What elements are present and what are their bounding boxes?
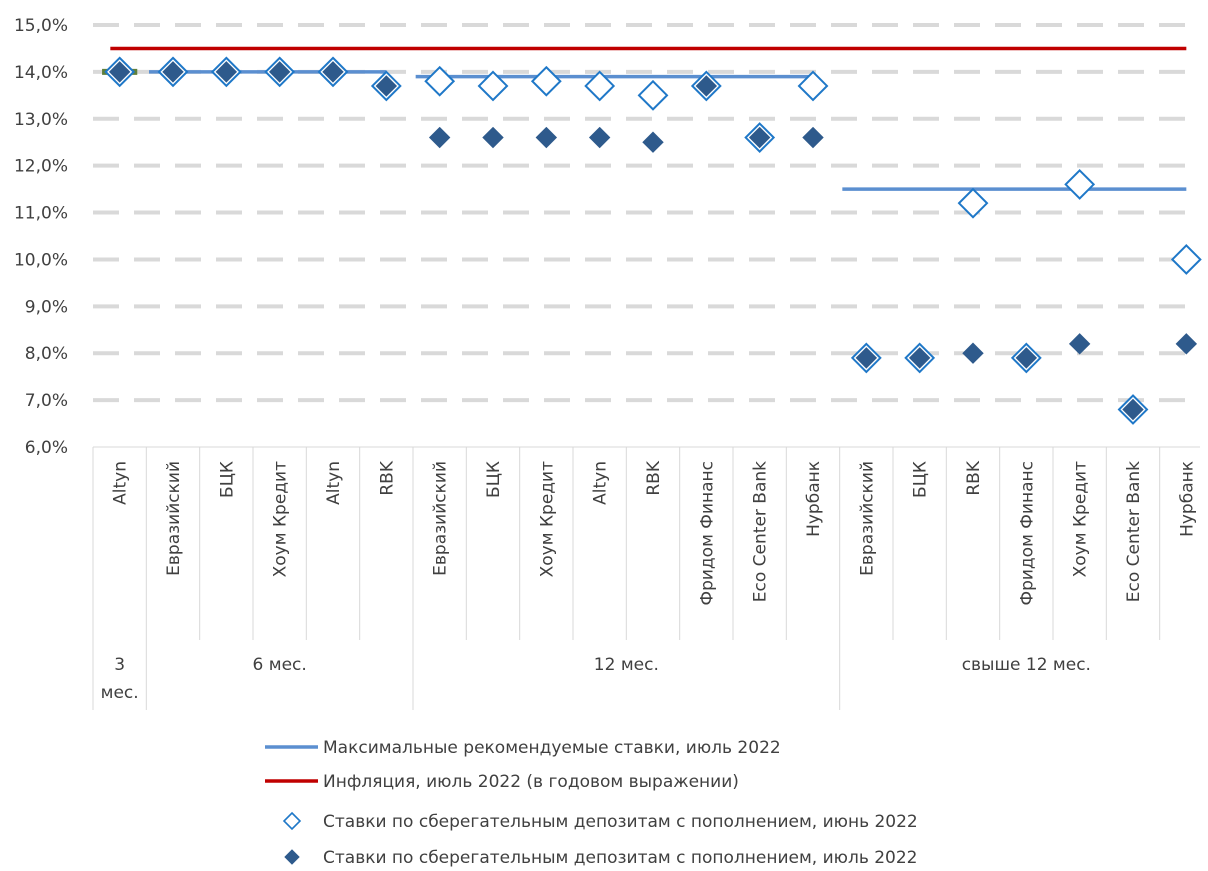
legend-label: Ставки по сберегательным депозитам с поп… — [323, 848, 918, 868]
july-rate-marker — [962, 342, 984, 364]
x-category-label: Евразийский — [857, 461, 877, 576]
july-rate-marker — [428, 126, 451, 149]
y-tick-label: 6,0% — [25, 438, 68, 458]
x-category-label: Евразийский — [431, 461, 451, 576]
july-rate-marker — [802, 126, 824, 149]
july-rate-marker — [588, 126, 611, 149]
y-tick-label: 8,0% — [25, 344, 68, 364]
july-rate-marker — [695, 75, 718, 97]
x-category-label: RBK — [644, 460, 664, 495]
july-rate-marker — [1068, 333, 1091, 355]
june-rate-marker — [797, 70, 829, 102]
june-rate-marker — [477, 70, 509, 102]
group-label: свыше 12 мес. — [962, 655, 1091, 675]
y-tick-label: 9,0% — [25, 297, 68, 317]
july-rate-marker — [1175, 333, 1198, 355]
x-category-label: Altyn — [111, 461, 131, 505]
y-tick-label: 10,0% — [14, 250, 68, 270]
june-rate-marker — [1064, 169, 1096, 200]
july-rate-marker — [748, 126, 771, 149]
june-rate-marker — [1170, 244, 1202, 275]
x-category-label: Eco Center Bank — [751, 461, 771, 602]
july-rate-marker — [535, 126, 558, 149]
june-rate-marker — [584, 70, 616, 102]
june-rate-marker — [530, 65, 562, 97]
group-label: 3 — [114, 655, 125, 675]
x-category-label: Хоум Кредит — [537, 461, 557, 577]
july-rate-marker — [1015, 347, 1038, 369]
july-rate-marker — [1122, 398, 1144, 421]
july-rate-marker — [375, 75, 398, 97]
july-rate-marker — [162, 61, 184, 83]
legend-filled-diamond — [284, 849, 300, 865]
group-label: 12 мес. — [594, 655, 659, 675]
x-category-label: Altyn — [591, 461, 611, 505]
x-category-label: Хоум Кредит — [271, 461, 291, 577]
july-rate-marker — [642, 131, 664, 153]
y-tick-label: 7,0% — [25, 391, 68, 411]
group-label: мес. — [101, 683, 139, 703]
x-category-label: Нурбанк — [1177, 461, 1197, 537]
y-tick-label: 13,0% — [14, 110, 68, 130]
x-category-label: Eco Center Bank — [1124, 461, 1144, 602]
july-rate-marker — [855, 347, 878, 369]
x-category-label: Фридом Финанс — [697, 461, 717, 606]
june-rate-marker — [957, 187, 989, 219]
july-rate-marker — [482, 126, 504, 149]
x-category-label: Фридом Финанс — [1017, 461, 1037, 606]
gridlines — [93, 23, 1200, 403]
legend-label: Ставки по сберегательным депозитам с поп… — [323, 812, 918, 832]
y-tick-label: 12,0% — [14, 157, 68, 177]
y-tick-label: 11,0% — [14, 204, 68, 224]
x-category-label: RBK — [377, 460, 397, 495]
y-tick-label: 15,0% — [14, 16, 68, 36]
x-category-label: Altyn — [324, 461, 344, 505]
july-rate-marker — [215, 61, 238, 83]
july-rate-marker — [322, 61, 344, 83]
june-rate-marker — [424, 65, 456, 97]
x-category-label: БЦК — [484, 461, 504, 498]
july-rate-marker — [908, 347, 931, 369]
group-label: 6 мес. — [253, 655, 307, 675]
legend-open-diamond — [282, 811, 302, 831]
y-tick-label: 14,0% — [14, 63, 68, 83]
x-category-label: БЦК — [911, 461, 931, 498]
x-category-label: Евразийский — [164, 461, 184, 576]
july-rate-marker — [108, 61, 131, 83]
legend-label: Инфляция, июль 2022 (в годовом выражении… — [323, 772, 739, 792]
x-category-label: БЦК — [217, 461, 237, 498]
x-category-label: Хоум Кредит — [1071, 461, 1091, 577]
x-category-label: Нурбанк — [804, 461, 824, 537]
x-category-label: RBK — [964, 460, 984, 495]
legend-label: Максимальные рекомендуемые ставки, июль … — [323, 738, 781, 758]
july-rate-marker — [268, 61, 291, 83]
june-rate-marker — [637, 79, 669, 111]
